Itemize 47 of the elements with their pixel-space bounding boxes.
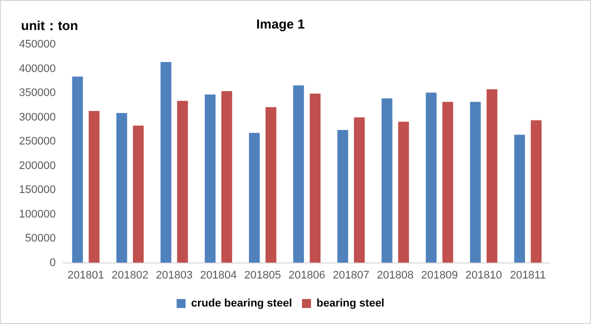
y-tick-label: 200000 (18, 160, 56, 172)
x-tick-label: 201804 (200, 269, 237, 282)
x-tick-label: 201811 (510, 269, 546, 282)
y-tick-label: 300000 (18, 111, 56, 124)
bar (514, 134, 525, 263)
x-tick-label: 201801 (67, 269, 104, 282)
bar (470, 102, 481, 263)
bar (160, 62, 172, 263)
bar (382, 98, 392, 263)
bar (442, 102, 454, 263)
bar (354, 117, 365, 263)
x-tick-label: 201803 (156, 269, 193, 282)
bar (132, 126, 144, 263)
bar (337, 130, 348, 263)
text: unit：ton (21, 17, 78, 35)
y-tick-label: 100000 (18, 208, 56, 220)
x-tick-label: 201805 (244, 269, 282, 282)
bar (72, 76, 83, 263)
legend-label: bearing steel (316, 298, 384, 310)
chart-title: Image 1 (256, 16, 305, 32)
bar (398, 122, 409, 263)
bar (204, 94, 216, 263)
bar (530, 120, 542, 263)
y-tick-label: 350000 (18, 87, 56, 100)
x-tick-label: 201802 (112, 269, 148, 282)
y-tick-label: 400000 (18, 62, 56, 75)
x-tick-label: 201807 (332, 269, 370, 282)
y-tick-label: 50000 (25, 232, 56, 245)
x-tick-label: 201806 (288, 269, 326, 282)
y-tick-label: 0 (50, 256, 56, 269)
bar (116, 112, 128, 263)
bar (248, 132, 260, 263)
bar (486, 89, 498, 263)
bar (221, 91, 232, 263)
bar (88, 111, 100, 263)
bar (426, 92, 437, 263)
bar (266, 107, 276, 263)
x-tick-label: 201808 (376, 269, 414, 282)
bar (293, 85, 304, 263)
x-tick-label: 201809 (421, 269, 458, 282)
y-tick-label: 250000 (18, 136, 56, 148)
y-tick-label: 150000 (18, 184, 56, 196)
legend-label: crude bearing steel (191, 298, 292, 310)
bar (177, 100, 188, 263)
bar (310, 94, 321, 263)
x-tick-label: 201810 (465, 269, 502, 282)
y-tick-label: 450000 (18, 38, 56, 51)
